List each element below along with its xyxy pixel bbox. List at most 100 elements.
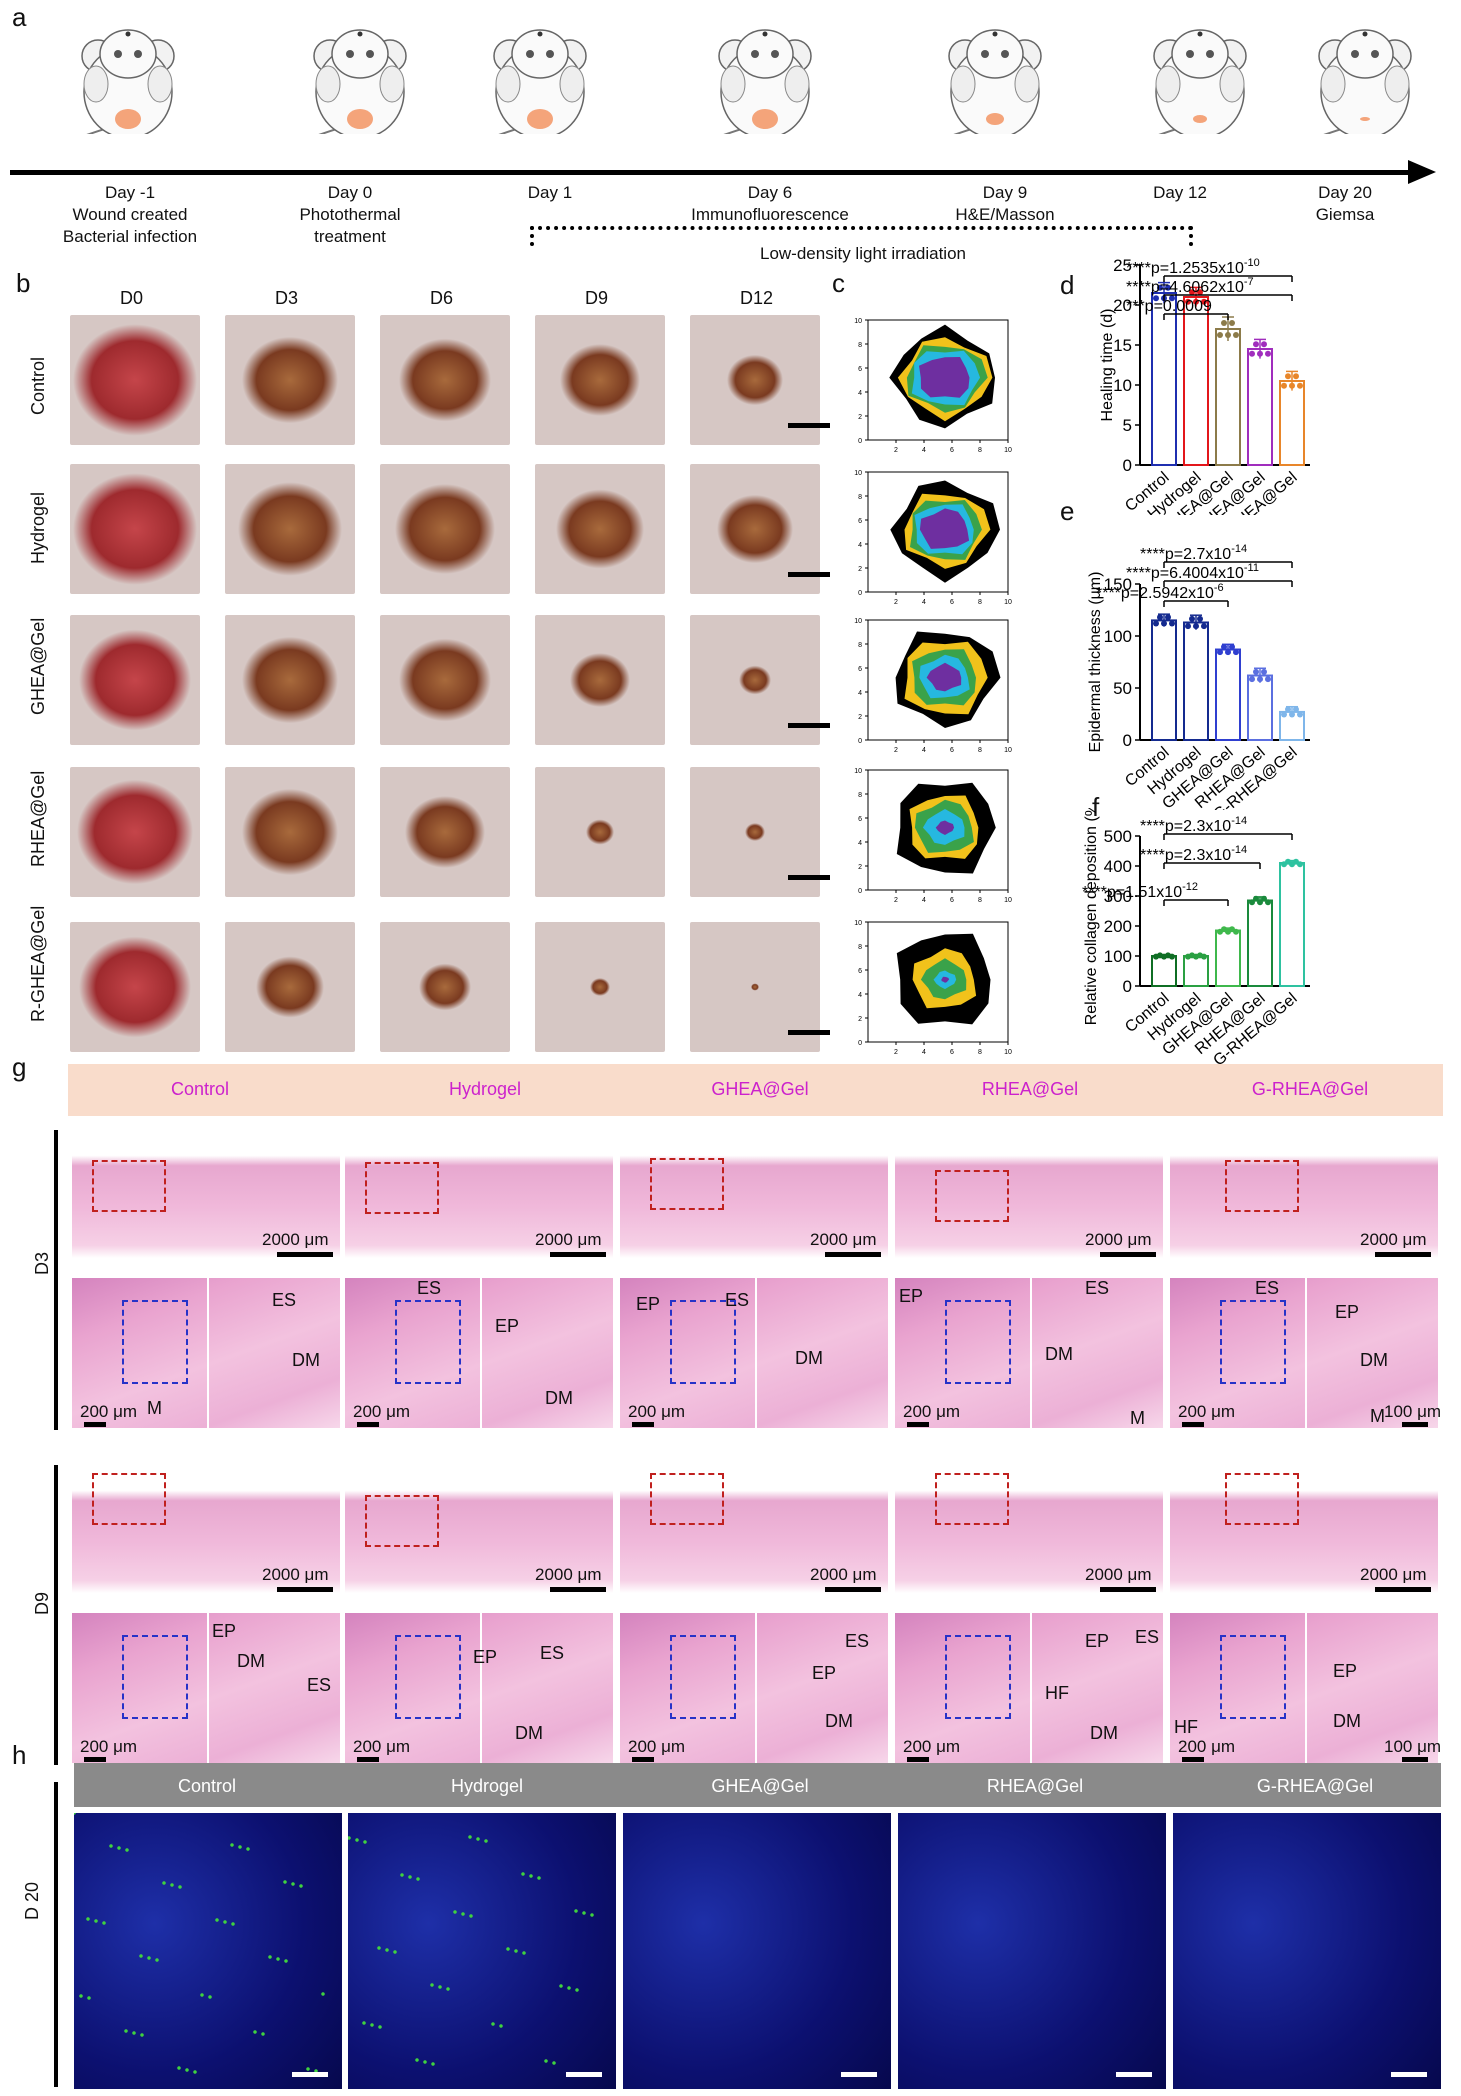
histology-detail-image xyxy=(620,1278,888,1428)
wound-trace-plot: 0 2 4 6 8 10 2 4 6 8 10 xyxy=(854,618,1012,754)
day-column-label: D0 xyxy=(120,288,144,308)
y-tick-label: 15 xyxy=(1113,336,1132,355)
y-tick-label: 200 xyxy=(1104,917,1132,936)
timeline-day-label: Day 1 xyxy=(527,183,573,202)
tissue-label-dm: DM xyxy=(1360,1350,1388,1370)
scale-bar xyxy=(788,423,830,428)
wound-trace-plot: 0 2 4 6 8 10 2 4 6 8 10 xyxy=(854,470,1012,606)
trace-ytick: 2 xyxy=(858,714,862,721)
tissue-label-ep: EP xyxy=(1335,1302,1360,1322)
data-point xyxy=(1217,649,1223,656)
tissue-label-dm: DM xyxy=(545,1388,573,1408)
y-tick-label: 0 xyxy=(1123,456,1132,475)
wound-photo xyxy=(535,315,665,445)
fluor-row-label: D 20 xyxy=(22,1881,42,1920)
wound-photo xyxy=(535,464,665,594)
trace-xtick: 4 xyxy=(922,747,926,754)
trace-ytick: 8 xyxy=(858,642,862,649)
tissue-label-es: ES xyxy=(725,1290,750,1310)
scale-bar xyxy=(632,1422,654,1427)
tissue-label-m: M xyxy=(147,1398,162,1418)
histology-overview-image xyxy=(895,1465,1163,1593)
data-point xyxy=(1197,615,1203,622)
scale-bar xyxy=(1391,2072,1427,2077)
mouse-illustration xyxy=(493,29,587,134)
scale-bar-label: 200 μm xyxy=(628,1737,686,1756)
scale-bar xyxy=(277,1587,333,1592)
data-point xyxy=(1233,332,1239,338)
trace-xtick: 6 xyxy=(950,447,954,454)
data-point xyxy=(1169,295,1175,302)
wound-trace-plot: 0 2 4 6 8 10 2 4 6 8 10 xyxy=(854,318,1012,454)
zoom-box-red xyxy=(1225,1473,1299,1525)
scale-bar xyxy=(550,1252,606,1257)
histology-row-line xyxy=(54,1465,58,1765)
trace-xtick: 4 xyxy=(922,447,926,454)
histology-detail-image xyxy=(1170,1278,1438,1428)
trace-xtick: 6 xyxy=(950,1049,954,1056)
tissue-label-es: ES xyxy=(307,1675,332,1695)
trace-xtick: 8 xyxy=(978,599,982,606)
y-tick-label: 25 xyxy=(1113,256,1132,275)
wound-photo xyxy=(535,922,665,1052)
data-point xyxy=(1229,643,1235,650)
histology-detail-image xyxy=(1170,1613,1438,1763)
significance-label: ****p=4.6062x10-7 xyxy=(1126,276,1254,296)
wound-photo xyxy=(380,767,510,897)
fluorescence-image xyxy=(623,1813,891,2089)
scale-bar xyxy=(566,2072,602,2077)
data-point xyxy=(1257,899,1263,906)
trace-xtick: 2 xyxy=(894,447,898,454)
fluor-group-header: GHEA@Gel xyxy=(711,1776,809,1796)
trace-ytick: 8 xyxy=(858,944,862,951)
group-row-label: RHEA@Gel xyxy=(28,770,48,867)
zoom-box-red xyxy=(935,1473,1009,1525)
tissue-label-ep: EP xyxy=(636,1294,661,1314)
y-tick-label: 5 xyxy=(1123,416,1132,435)
zoom-box-blue xyxy=(670,1635,736,1719)
scale-bar xyxy=(357,1422,379,1427)
timeline-day-label: Day -1 xyxy=(104,183,156,202)
zoom-box-red xyxy=(650,1158,724,1210)
histology-overview-image xyxy=(345,1465,613,1593)
scale-bar xyxy=(1375,1252,1431,1257)
trace-xtick: 8 xyxy=(978,897,982,904)
scale-bar xyxy=(1116,2072,1152,2077)
data-point xyxy=(1257,350,1263,357)
histology-group-header: Control xyxy=(170,1079,230,1099)
zoom-box-blue xyxy=(1220,1635,1286,1719)
data-point xyxy=(1261,668,1267,675)
zoom-box-red xyxy=(1225,1160,1299,1212)
panel-label-f: f xyxy=(1092,792,1100,822)
tissue-label-ep: EP xyxy=(812,1663,837,1683)
scale-bar xyxy=(1375,1587,1431,1592)
mouse-illustration xyxy=(1318,29,1412,134)
data-point xyxy=(1169,953,1175,960)
histology-group-header: GHEA@Gel xyxy=(711,1079,809,1099)
bar xyxy=(1279,380,1305,466)
trace-ytick: 2 xyxy=(858,414,862,421)
significance-label: ****p=2.3x10-14 xyxy=(1140,844,1247,864)
data-point xyxy=(1201,953,1207,960)
bar xyxy=(1215,648,1241,741)
panel-label-a: a xyxy=(12,2,27,32)
trace-ytick: 0 xyxy=(858,888,862,895)
scale-bar-label: 2000 μm xyxy=(810,1230,877,1249)
panel-label-g: g xyxy=(12,1052,27,1082)
data-point xyxy=(1249,676,1255,683)
trace-xtick: 4 xyxy=(922,897,926,904)
y-tick-label: 100 xyxy=(1104,627,1132,646)
zoom-box-red xyxy=(650,1473,724,1525)
scale-bar xyxy=(292,2072,328,2077)
tissue-label-hf: HF xyxy=(1174,1717,1198,1737)
data-point xyxy=(1221,643,1227,650)
data-point xyxy=(1285,373,1291,380)
trace-xtick: 8 xyxy=(978,447,982,454)
data-point xyxy=(1265,676,1271,683)
y-axis-label: Relative collagen deposition (%) xyxy=(1083,808,1100,1025)
wound-photo xyxy=(70,767,200,897)
tissue-label-es: ES xyxy=(1085,1278,1110,1298)
bar xyxy=(1183,621,1209,741)
